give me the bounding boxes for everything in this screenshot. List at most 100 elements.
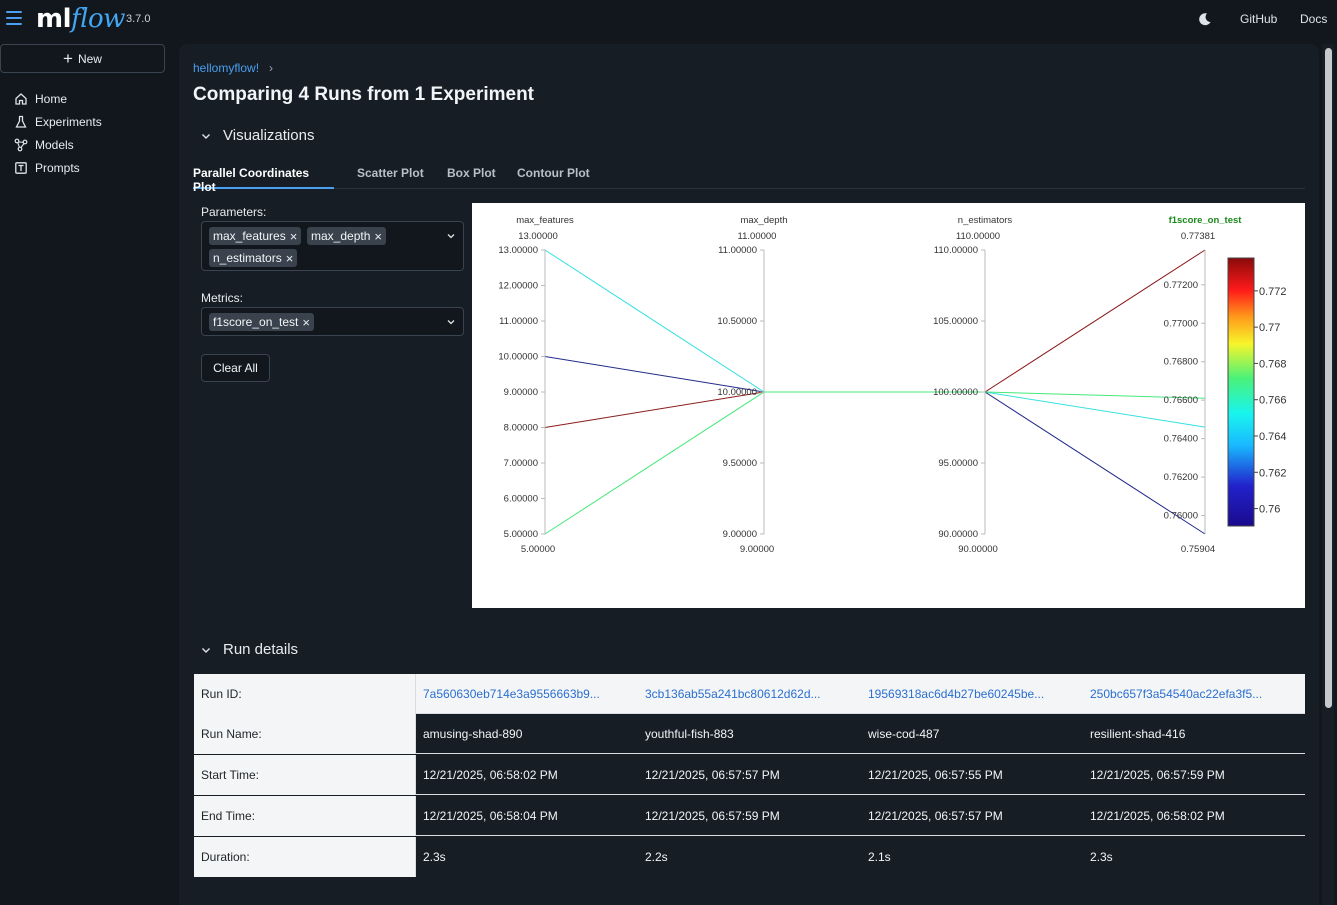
row-label: End Time:	[194, 796, 416, 836]
tick-label: 0.77000	[1164, 318, 1198, 329]
remove-chip-icon[interactable]: ×	[285, 250, 294, 266]
axis-title: n_estimators	[958, 215, 1013, 226]
tick-label: 110.00000	[934, 245, 978, 256]
row-label: Start Time:	[194, 755, 416, 795]
remove-chip-icon[interactable]: ×	[302, 314, 310, 330]
docs-link[interactable]: Docs	[1300, 12, 1328, 26]
plus-icon: +	[63, 49, 73, 68]
axis-top-label: 0.77381	[1181, 231, 1215, 242]
parameters-label: Parameters:	[201, 205, 267, 219]
row-label: Run Name:	[194, 714, 416, 754]
models-icon	[14, 138, 28, 152]
visualizations-header[interactable]: Visualizations	[201, 127, 314, 144]
sidebar: + New Home Experiments Models Prompts	[0, 40, 172, 905]
axis-top-label: 110.00000	[956, 231, 1000, 242]
tick-label: 10.50000	[717, 316, 757, 327]
tick-label: 10.00000	[717, 387, 757, 398]
run-id-link[interactable]: 250bc657f3a54540ac22efa3f5...	[1090, 687, 1263, 701]
breadcrumb-experiment-link[interactable]: hellomyflow!	[193, 61, 260, 75]
table-cell: 12/21/2025, 06:58:04 PM	[423, 809, 558, 823]
chevron-down-icon[interactable]	[446, 231, 456, 241]
remove-chip-icon[interactable]: ×	[289, 228, 298, 244]
parallel-coordinates-plot[interactable]: max_features 13.00000 5.00000 13.00000 12.00…	[472, 203, 1305, 608]
tick-label: 6.00000	[504, 494, 538, 505]
main-panel: hellomyflow! › Comparing 4 Runs from 1 E…	[179, 44, 1319, 905]
table-cell: wise-cod-487	[868, 727, 940, 741]
tick-label: 0.76000	[1164, 511, 1198, 522]
table-cell: 12/21/2025, 06:57:55 PM	[868, 768, 1003, 782]
github-link[interactable]: GitHub	[1240, 12, 1278, 26]
table-cell: amusing-shad-890	[423, 727, 523, 741]
chevron-down-icon	[202, 133, 210, 139]
table-cell: 12/21/2025, 06:57:59 PM	[1090, 768, 1225, 782]
sidebar-item-home[interactable]: Home	[14, 89, 67, 109]
top-bar: mlflow 3.7.0 GitHub Docs	[0, 0, 1337, 40]
table-cell: resilient-shad-416	[1090, 727, 1186, 741]
table-cell: youthful-fish-883	[645, 727, 734, 741]
remove-chip-icon[interactable]: ×	[374, 228, 382, 244]
param-chip-max-features: max_features ×	[209, 227, 302, 245]
colorbar-label: 0.764	[1259, 431, 1287, 443]
metric-chip-f1score: f1score_on_test ×	[209, 313, 314, 331]
table-cell: 12/21/2025, 06:58:02 PM	[1090, 809, 1225, 823]
tick-label: 0.76800	[1164, 357, 1198, 368]
axis-top-label: 13.00000	[518, 231, 558, 242]
mlflow-logo[interactable]: mlflow	[36, 4, 125, 34]
home-icon	[15, 93, 27, 105]
clear-all-button[interactable]: Clear All	[201, 354, 270, 382]
run-details-header[interactable]: Run details	[201, 641, 298, 658]
moon-icon[interactable]	[1198, 12, 1212, 26]
tab-box-plot[interactable]: Box Plot	[447, 166, 496, 180]
table-cell: 2.3s	[1090, 850, 1113, 864]
run-id-link[interactable]: 7a560630eb714e3a9556663b9...	[423, 687, 600, 701]
tab-parallel-coordinates[interactable]: Parallel Coordinates Plot	[193, 166, 334, 194]
table-cell: 12/21/2025, 06:58:02 PM	[423, 768, 558, 782]
run-line-2	[544, 249, 1206, 428]
sidebar-item-experiments[interactable]: Experiments	[14, 112, 102, 132]
tick-label: 11.00000	[499, 316, 538, 327]
axis-bottom-label: 5.00000	[521, 544, 555, 555]
axis-title: max_depth	[740, 215, 787, 226]
tab-scatter-plot[interactable]: Scatter Plot	[357, 166, 424, 180]
colorbar	[1227, 257, 1255, 527]
run-line-3	[544, 391, 1206, 535]
tab-contour-plot[interactable]: Contour Plot	[517, 166, 590, 180]
prompts-icon	[15, 162, 27, 174]
tick-label: 7.00000	[504, 458, 538, 469]
row-label: Run ID:	[194, 674, 416, 714]
run-id-link[interactable]: 3cb136ab55a241bc80612d62d...	[645, 687, 821, 701]
metrics-label: Metrics:	[201, 291, 243, 305]
axis-bottom-label: 0.75904	[1181, 544, 1215, 555]
colorbar-label: 0.76	[1259, 504, 1280, 516]
version-label: 3.7.0	[126, 13, 151, 25]
param-chip-n-estimators: n_estimators ×	[209, 249, 298, 267]
run-line-0	[544, 249, 1206, 428]
table-row-end-time: End Time: 12/21/2025, 06:58:04 PM 12/21/…	[194, 796, 1305, 836]
sidebar-item-prompts[interactable]: Prompts	[14, 158, 80, 178]
chevron-down-icon	[202, 647, 210, 653]
page-title: Comparing 4 Runs from 1 Experiment	[193, 84, 535, 105]
tick-label: 10.00000	[498, 352, 538, 363]
axis-title: max_features	[516, 215, 574, 226]
chevron-down-icon[interactable]	[446, 317, 456, 327]
parameters-select[interactable]: max_features × max_depth × n_estimators ×	[201, 221, 464, 271]
scrollbar-thumb[interactable]	[1325, 48, 1332, 708]
tick-label: 12.00000	[498, 281, 538, 292]
tick-label: 8.00000	[504, 423, 538, 434]
run-id-link[interactable]: 19569318ac6d4b27be60245be...	[868, 687, 1045, 701]
visualization-tabs: Parallel Coordinates Plot Scatter Plot B…	[193, 166, 1305, 194]
new-button[interactable]: + New	[0, 44, 165, 73]
metrics-select[interactable]: f1score_on_test ×	[201, 307, 464, 336]
sidebar-item-models[interactable]: Models	[14, 135, 74, 155]
colorbar-label: 0.762	[1259, 467, 1287, 479]
tick-label: 90.00000	[938, 529, 978, 540]
axis-bottom-label: 90.00000	[958, 544, 998, 555]
tick-label: 11.00000	[718, 245, 757, 256]
flask-icon	[15, 115, 27, 128]
tick-label: 9.00000	[504, 387, 538, 398]
row-label: Duration:	[194, 837, 416, 877]
menu-icon[interactable]	[6, 11, 22, 27]
tick-label: 13.00000	[498, 245, 538, 256]
axis-title: f1score_on_test	[1169, 215, 1243, 226]
colorbar-label: 0.77	[1259, 322, 1280, 334]
